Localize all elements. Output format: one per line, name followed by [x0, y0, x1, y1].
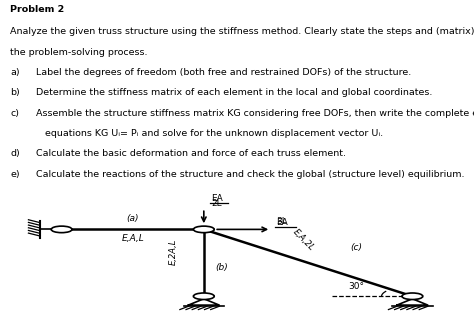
Text: Assemble the structure stiffness matrix KG considering free DOFs, then write the: Assemble the structure stiffness matrix … [36, 109, 474, 118]
Text: the problem-solving process.: the problem-solving process. [10, 48, 148, 57]
Text: b): b) [10, 89, 20, 97]
Text: 3L: 3L [276, 217, 287, 226]
Text: Calculate the reactions of the structure and check the global (structure level) : Calculate the reactions of the structure… [36, 170, 464, 179]
Text: (b): (b) [216, 263, 228, 272]
Text: Analyze the given truss structure using the stiffness method. Clearly state the : Analyze the given truss structure using … [10, 27, 474, 36]
Circle shape [51, 226, 72, 233]
Text: E,2A,L: E,2A,L [169, 238, 177, 265]
Circle shape [193, 293, 214, 299]
Text: E,A,2L: E,A,2L [291, 227, 316, 252]
Text: Problem 2: Problem 2 [10, 5, 64, 14]
Text: EA: EA [211, 194, 223, 203]
Text: E,A,L: E,A,L [121, 234, 144, 243]
Text: a): a) [10, 68, 20, 77]
Text: c): c) [10, 109, 19, 118]
Text: d): d) [10, 149, 20, 158]
Text: 2L: 2L [211, 199, 221, 208]
Circle shape [402, 293, 423, 299]
Text: Label the degrees of freedom (both free and restrained DOFs) of the structure.: Label the degrees of freedom (both free … [36, 68, 411, 77]
Text: 30°: 30° [348, 282, 365, 291]
Text: Determine the stiffness matrix of each element in the local and global coordinat: Determine the stiffness matrix of each e… [36, 89, 432, 97]
Text: e): e) [10, 170, 20, 179]
Text: equations KG Uᵢ= Pᵢ and solve for the unknown displacement vector Uᵢ.: equations KG Uᵢ= Pᵢ and solve for the un… [36, 129, 383, 138]
Text: EA: EA [276, 218, 288, 226]
Text: (c): (c) [351, 243, 363, 252]
Text: Calculate the basic deformation and force of each truss element.: Calculate the basic deformation and forc… [36, 149, 346, 158]
Circle shape [193, 226, 214, 233]
Text: (a): (a) [127, 214, 139, 223]
